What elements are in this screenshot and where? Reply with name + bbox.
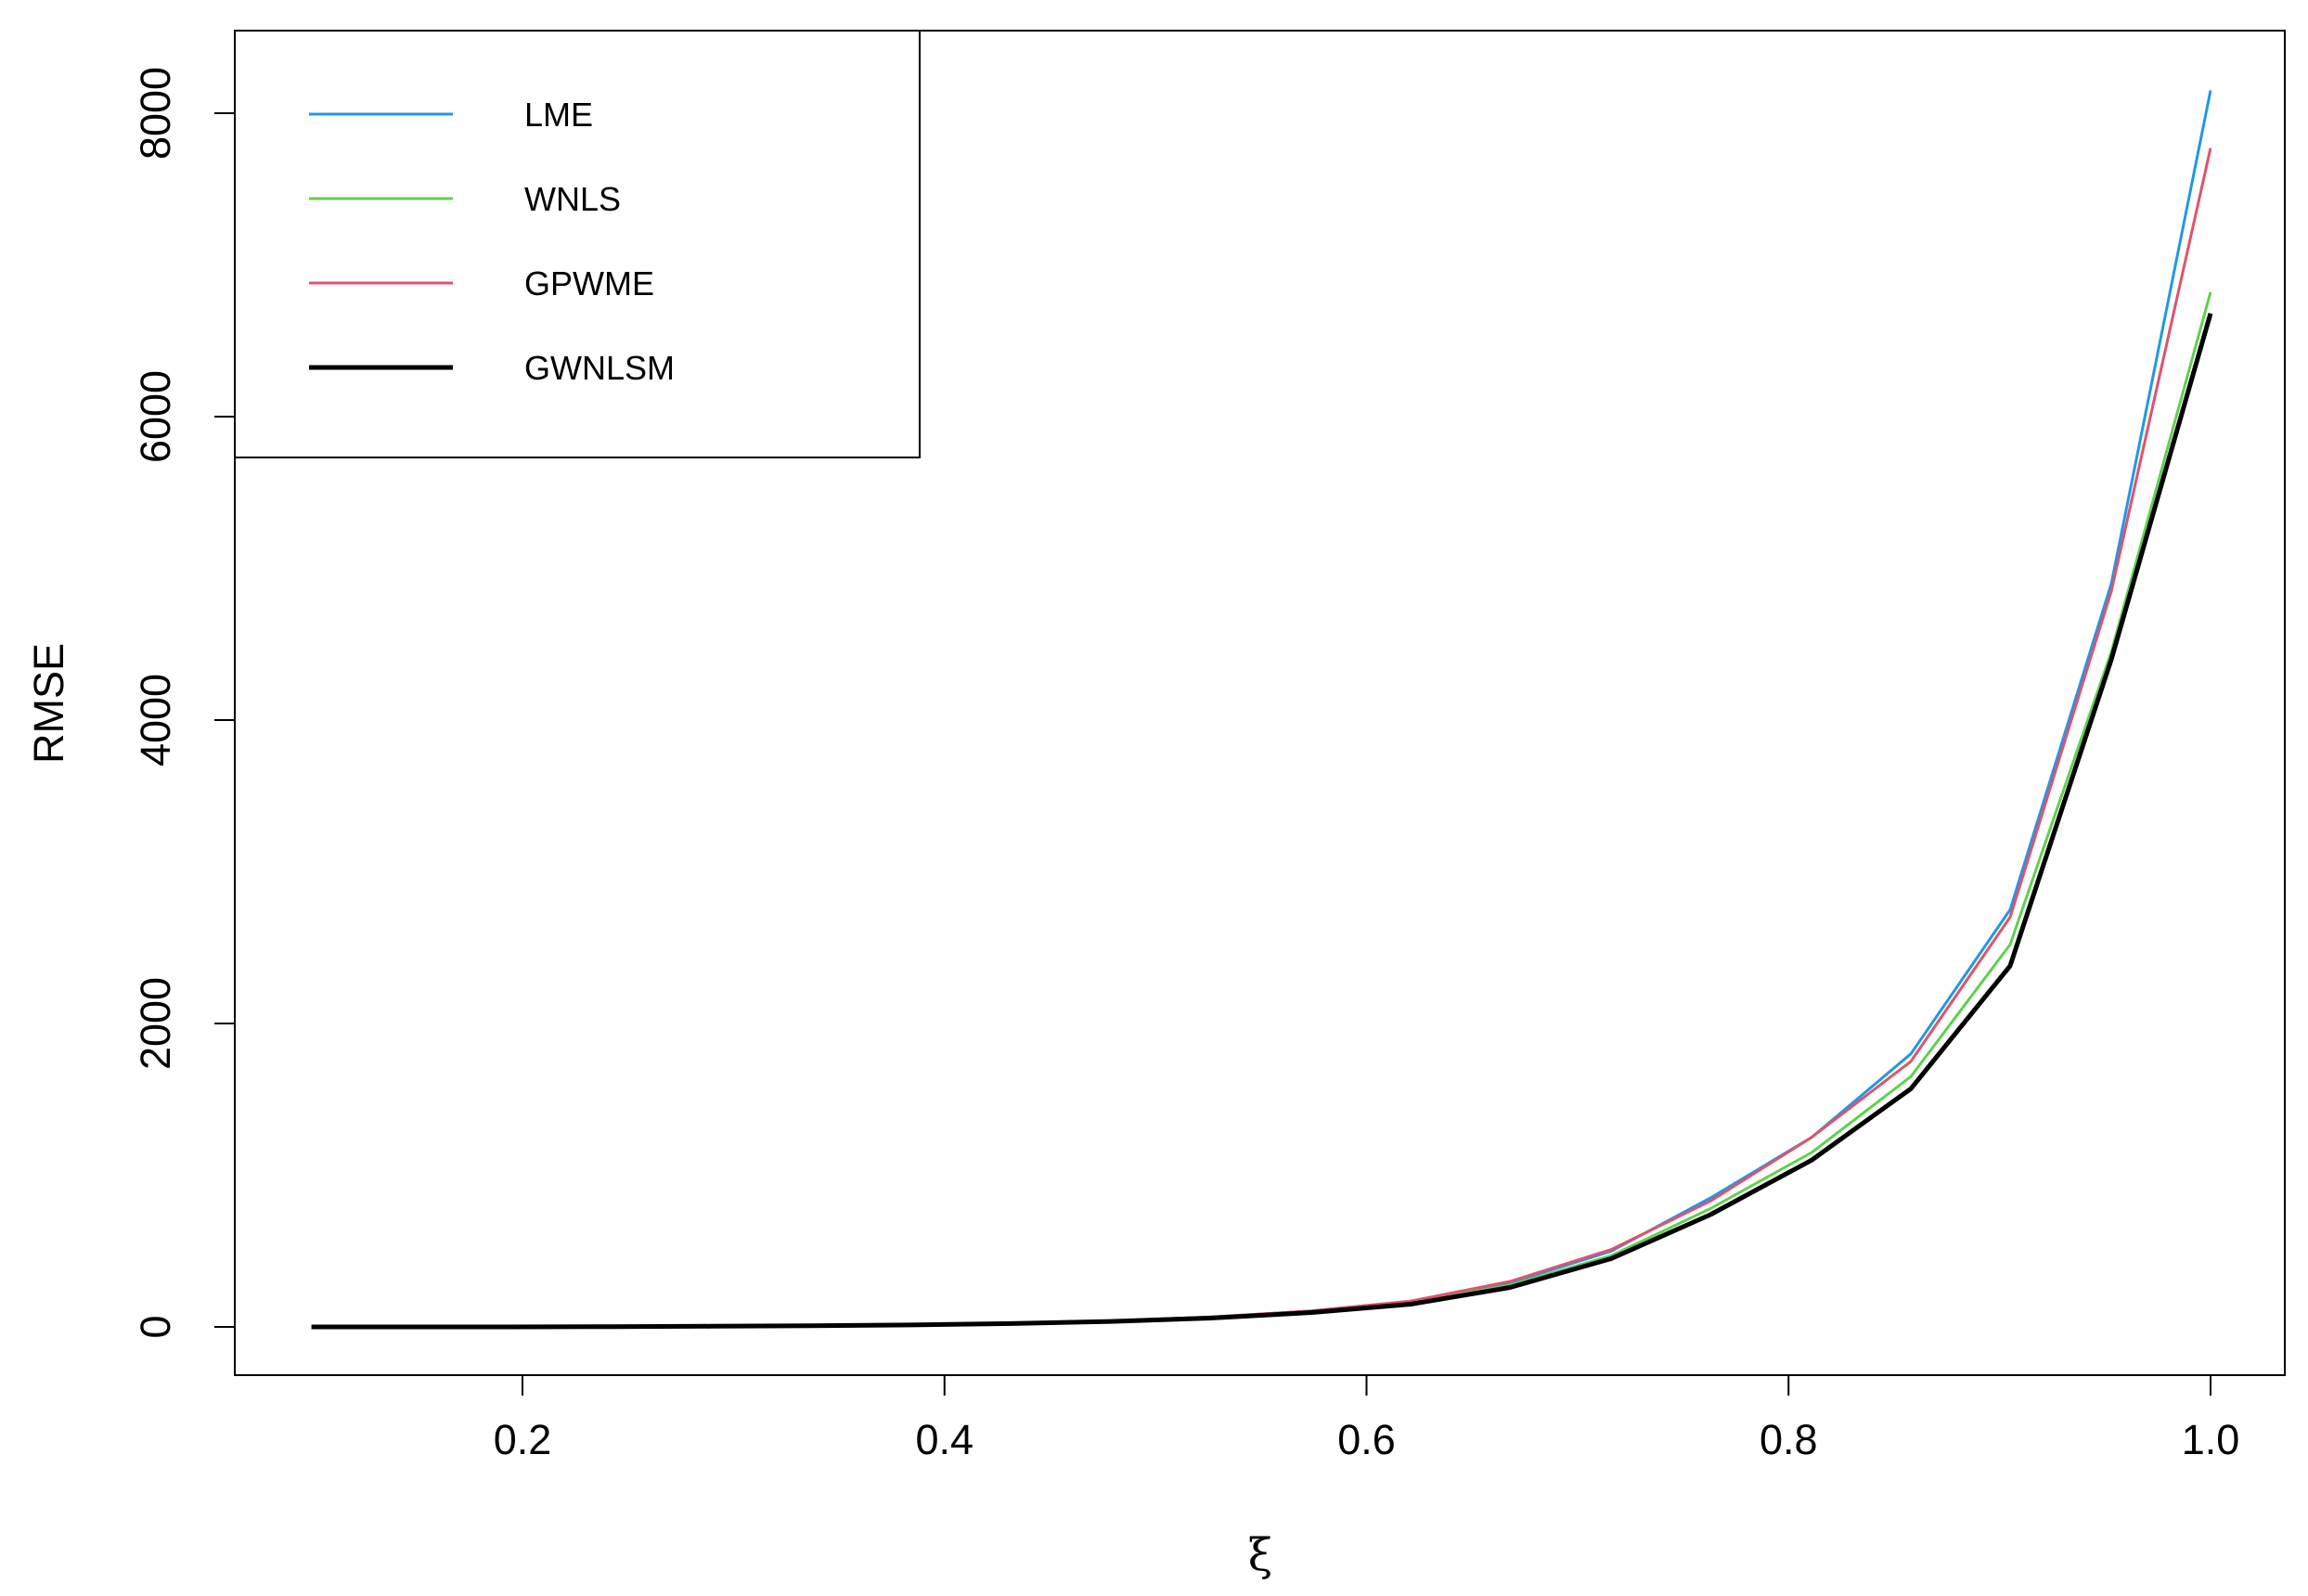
series-line-gwnlsm [311,313,2213,1330]
y-axis: 0 2000 4000 6000 8000 [132,67,236,1339]
x-tick-label: 0.8 [1760,1416,1818,1463]
legend-box [234,30,921,458]
y-axis-title: RMSE [25,643,72,764]
x-axis: 0.2 0.4 0.6 0.8 1.0 [494,1374,2240,1463]
x-tick-label: 0.2 [494,1416,552,1463]
y-tick-label: 6000 [132,370,179,463]
x-tick-label: 1.0 [2182,1416,2240,1463]
legend-label-gwnlsm: GWNLSM [524,349,675,387]
y-tick-label: 0 [132,1315,179,1338]
x-tick-label: 0.4 [915,1416,973,1463]
legend-label-lme: LME [524,96,593,134]
x-tick-label: 0.6 [1337,1416,1396,1463]
y-tick-label: 4000 [132,674,179,766]
legend-label-wnls: WNLS [524,180,621,218]
y-tick-label: 8000 [132,67,179,160]
legend: LME WNLS GPWME GWNLSM [234,30,921,458]
series-layer [311,90,2213,1330]
legend-label-gpwme: GPWME [524,264,654,302]
y-tick-label: 2000 [132,977,179,1070]
x-axis-title: ξ [1248,1529,1272,1581]
